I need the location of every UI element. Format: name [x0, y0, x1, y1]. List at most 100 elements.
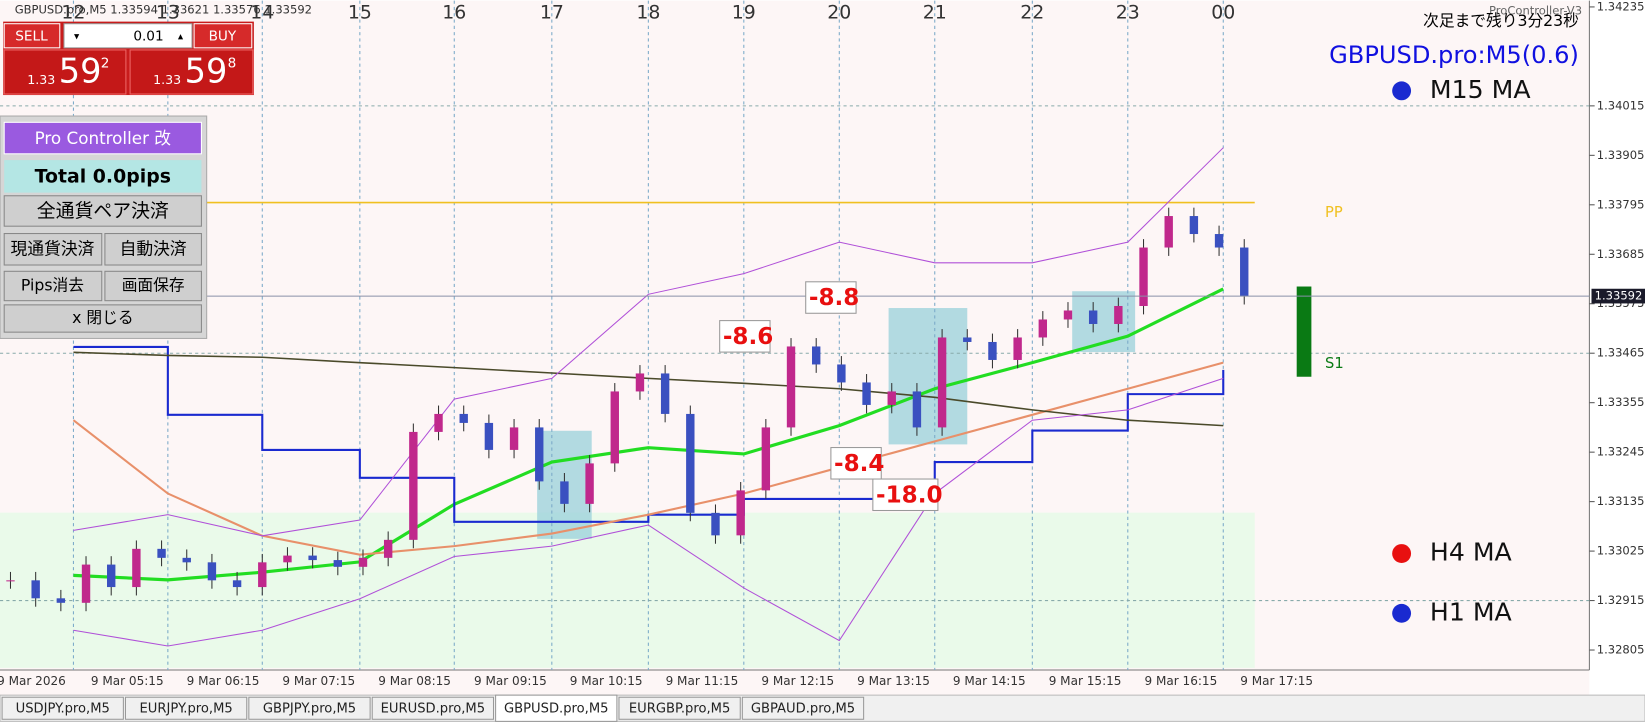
ma-icon	[1392, 81, 1412, 101]
candle	[862, 382, 871, 405]
candle	[258, 562, 267, 588]
active-tab[interactable]	[495, 694, 618, 722]
indicator-line	[73, 377, 1224, 647]
time-label: 9 Mar 15:15	[1049, 674, 1122, 688]
order-panel: SELL ▾ 0.01 ▴ BUY 1.33 59 2 1.33 59 8	[3, 21, 254, 96]
candle	[232, 580, 242, 588]
sell-prefix: 1.33	[27, 72, 55, 87]
price-tick-label: 1.32805	[1597, 643, 1645, 657]
candle	[31, 580, 40, 599]
candle	[509, 427, 519, 450]
candle	[912, 391, 922, 428]
tab[interactable]	[1, 696, 124, 720]
candle	[786, 346, 796, 428]
time-label: 9 Mar 13:15	[857, 674, 930, 688]
candle	[434, 413, 443, 432]
candle	[736, 490, 745, 536]
hour-label: 14	[250, 2, 274, 24]
lot: 0.01	[133, 28, 163, 44]
buy-button[interactable]	[193, 23, 253, 49]
time-label: 9 Mar 16:15	[1144, 674, 1217, 688]
price-tick-label: 1.33685	[1597, 247, 1645, 261]
buy-price-box[interactable]	[129, 49, 254, 95]
candle	[157, 548, 166, 558]
price-tick-label: 1.33355	[1597, 395, 1645, 409]
sell-label: SELL	[15, 28, 48, 44]
trade-label-box	[872, 478, 939, 512]
time-label: 9 Mar 11:15	[666, 674, 739, 688]
indicator-line	[73, 351, 1224, 427]
candle	[459, 413, 468, 423]
tab[interactable]	[741, 696, 865, 720]
price-tick-label: 1.33795	[1597, 197, 1645, 211]
candle	[711, 512, 720, 536]
candle	[1240, 247, 1249, 297]
trade-label-box	[719, 320, 771, 353]
tab[interactable]	[371, 696, 495, 720]
tab-label: EURJPY.pro,M5	[139, 701, 232, 716]
buy-small: 8	[228, 56, 237, 72]
down-arrow[interactable]: ▾	[74, 30, 80, 42]
candle	[1114, 305, 1123, 324]
lot-input[interactable]	[63, 23, 193, 49]
candle	[333, 560, 343, 567]
tab[interactable]	[124, 696, 248, 720]
candle	[81, 564, 91, 603]
candle	[132, 548, 141, 588]
button[interactable]	[3, 304, 202, 333]
candle	[535, 427, 544, 482]
candle	[610, 391, 619, 464]
candle	[761, 427, 771, 491]
time-label: 9 Mar 06:15	[187, 674, 260, 688]
candle	[887, 391, 896, 405]
time-label: 9 Mar 10:15	[570, 674, 643, 688]
hour-label: 22	[1020, 2, 1044, 24]
hour-label: 16	[442, 2, 466, 24]
controller-title-bg	[3, 121, 202, 155]
button-label: 全通貨ペア決済	[37, 200, 169, 222]
button[interactable]	[104, 270, 202, 302]
level-bar	[1296, 286, 1312, 377]
up-arrow[interactable]: ▴	[178, 30, 184, 42]
time-label: 9 Mar 05:15	[91, 674, 164, 688]
button[interactable]	[3, 195, 202, 227]
candle	[358, 557, 368, 567]
hour-label: 21	[923, 2, 947, 24]
ma-icon	[1392, 603, 1412, 623]
candle	[383, 539, 393, 558]
time-label: 9 Mar 09:15	[474, 674, 547, 688]
trade-label-box	[830, 447, 882, 480]
tab-label: GBPUSD.pro,M5	[504, 701, 609, 716]
ma-label: M15 MA	[1430, 75, 1531, 104]
sell-small: 2	[101, 56, 110, 72]
sell-button[interactable]	[3, 23, 61, 49]
candle	[988, 341, 997, 360]
candle	[308, 555, 317, 561]
candle	[6, 580, 15, 582]
tab[interactable]	[618, 696, 741, 720]
ma-label: H1 MA	[1430, 597, 1512, 626]
total-bg	[4, 160, 202, 193]
indicator-line	[73, 147, 1224, 537]
price-tick-label: 1.34235	[1597, 0, 1645, 13]
candle	[182, 557, 191, 563]
candle	[560, 481, 569, 504]
candle	[1164, 216, 1173, 248]
candle	[484, 422, 494, 450]
time-label: 9 Mar 12:15	[761, 674, 834, 688]
hour-label: 00	[1211, 2, 1235, 24]
candle	[1063, 310, 1073, 320]
tab-label: USDJPY.pro,M5	[16, 701, 110, 716]
button[interactable]	[104, 233, 202, 266]
candle	[283, 555, 292, 563]
candle	[1139, 247, 1148, 306]
button[interactable]	[3, 233, 103, 266]
level-label: S1	[1325, 355, 1344, 372]
tab[interactable]	[248, 696, 371, 720]
price-axis	[1589, 0, 1645, 696]
sell-price-box[interactable]	[3, 49, 127, 95]
time-label: 9 Mar 17:15	[1240, 674, 1313, 688]
tabs: USDJPY.pro,M5 EURJPY.pro,M5 GBPJPY.pro,M5 E…	[1, 694, 865, 722]
button[interactable]	[3, 270, 103, 302]
controller-title: Pro Controller 改	[35, 128, 172, 148]
